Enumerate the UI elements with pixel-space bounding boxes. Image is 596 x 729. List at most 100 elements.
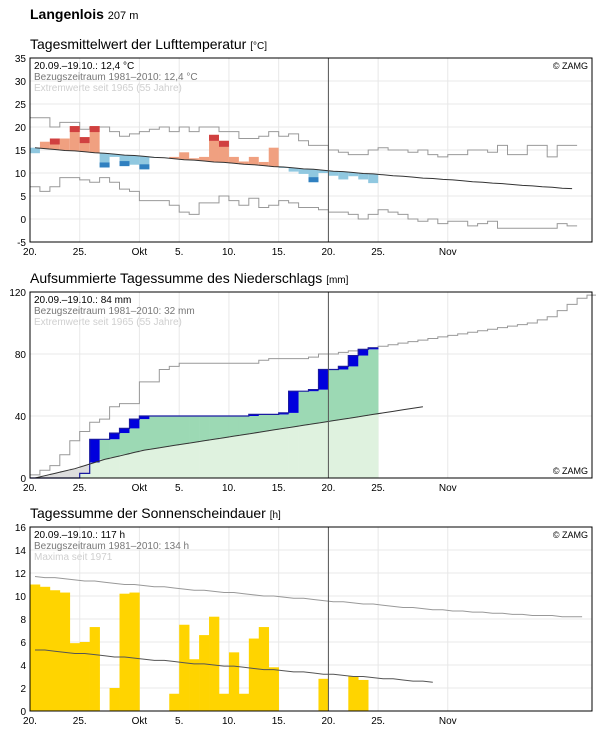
- precipitation-unit: [mm]: [326, 275, 349, 286]
- precip-daily-increase-bar: [338, 366, 349, 370]
- sun-ytick-label: 2: [20, 684, 26, 695]
- sun-xtick-label: Nov: [439, 716, 457, 727]
- precip-baseline-fill: [129, 452, 140, 478]
- precip-daily-increase-bar: [358, 349, 369, 356]
- precip-deficit-fill: [49, 473, 61, 478]
- sunshine-bar: [189, 659, 200, 711]
- precip-excess-fill: [368, 349, 379, 415]
- sunshine-bar: [318, 678, 329, 711]
- precip-daily-increase-bar: [308, 389, 319, 392]
- precip-xtick-label: Okt: [132, 483, 148, 494]
- precip-excess-fill: [119, 433, 130, 455]
- sunshine-bar: [89, 627, 100, 711]
- sun-ytick-label: 14: [15, 546, 27, 557]
- temp-ytick-label: 5: [20, 192, 26, 203]
- precip-excess-fill: [248, 416, 260, 434]
- precip-baseline-fill: [348, 417, 359, 478]
- precip-daily-increase-bar: [109, 433, 120, 440]
- precip-excess-fill: [109, 439, 120, 458]
- temp-warm-anomaly-bar: [248, 156, 259, 165]
- temp-xtick-label: 5.: [175, 247, 183, 258]
- precip-extreme-max-line: [30, 294, 596, 476]
- temp-warm-anomaly-bar: [228, 156, 239, 164]
- temp-ytick-label: 35: [15, 54, 27, 65]
- precip-baseline-fill: [368, 414, 379, 478]
- precip-ytick-label: 40: [15, 412, 27, 423]
- sun-xtick-label: 25.: [73, 716, 87, 727]
- temp-warm-anomaly-bar: [268, 147, 279, 167]
- temp-cold-anomaly-bar: [348, 172, 359, 177]
- precip-baseline-fill: [99, 459, 110, 478]
- precip-info-extremes: Extremwerte seit 1965 (55 Jahre): [34, 317, 182, 328]
- precip-daily-increase-bar: [129, 419, 140, 429]
- precip-baseline-fill: [288, 426, 299, 478]
- precip-baseline-fill: [169, 445, 180, 478]
- precip-excess-fill: [139, 419, 150, 451]
- precip-excess-fill: [358, 355, 369, 416]
- sun-ytick-label: 12: [15, 569, 27, 580]
- temp-ytick-label: 20: [15, 123, 27, 134]
- precip-excess-fill: [169, 416, 180, 446]
- precip-xtick-label: Nov: [439, 483, 457, 494]
- temp-cold-anomaly-bar: [368, 173, 379, 184]
- station-altitude: 207 m: [107, 10, 139, 22]
- sun-ytick-label: 6: [20, 638, 26, 649]
- precip-excess-fill: [129, 428, 140, 453]
- precip-daily-increase-bar: [348, 355, 359, 367]
- temp-ytick-label: 15: [15, 146, 27, 157]
- temp-ytick-label: -5: [17, 238, 26, 249]
- precip-xtick-label: 10.: [222, 483, 236, 494]
- sun-ytick-label: 16: [15, 523, 27, 534]
- temp-plot-frame: [29, 57, 593, 243]
- precip-copyright: © ZAMG: [553, 466, 588, 476]
- temp-normal-line: [34, 147, 573, 190]
- temp-xtick-label: 15.: [272, 247, 286, 258]
- sunshine-bar: [129, 592, 140, 711]
- sunshine-maxima-line: [34, 576, 583, 618]
- temp-warm-anomaly-bar: [59, 138, 70, 151]
- temp-xtick-label: 20.: [321, 247, 335, 258]
- temp-warm-extreme-cap: [209, 134, 219, 141]
- temp-xtick-label: 25.: [73, 247, 87, 258]
- temp-cold-anomaly-bar: [318, 170, 329, 173]
- precip-baseline-fill: [248, 433, 260, 478]
- sun-info-reference: Bezugszeitraum 1981–2010: 134 h: [34, 541, 189, 552]
- precip-info-reference: Bezugszeitraum 1981–2010: 32 mm: [34, 306, 195, 317]
- precip-ytick-label: 0: [20, 474, 26, 485]
- temperature-title-text: Tagesmittelwert der Lufttemperatur: [30, 36, 247, 52]
- precip-baseline-fill: [159, 447, 170, 478]
- temp-warm-anomaly-bar: [209, 134, 219, 162]
- precip-excess-fill: [159, 416, 170, 447]
- precip-normal-line: [34, 406, 423, 479]
- temp-ytick-label: 0: [20, 215, 26, 226]
- precip-baseline-fill: [199, 440, 210, 478]
- sunshine-bar: [79, 642, 90, 711]
- temp-cold-extreme-cap: [99, 162, 110, 168]
- precip-baseline-fill: [218, 437, 230, 478]
- precip-excess-fill: [348, 366, 359, 418]
- sun-ytick-label: 0: [20, 707, 26, 718]
- temp-cold-extreme-cap: [139, 164, 150, 170]
- temp-extreme-max-line: [30, 117, 578, 158]
- temp-cold-anomaly-bar: [328, 171, 339, 176]
- sunshine-bar: [169, 693, 180, 711]
- sunshine-bar: [358, 679, 369, 711]
- precip-xtick-label: 5.: [175, 483, 183, 494]
- temp-warm-anomaly-bar: [79, 137, 90, 152]
- temp-warm-extreme-cap: [79, 137, 90, 144]
- sunshine-bar: [119, 593, 130, 711]
- temp-cold-anomaly-bar: [308, 169, 319, 183]
- precip-excess-fill: [189, 416, 200, 443]
- precip-excess-fill: [328, 369, 339, 421]
- temp-xtick-label: 10.: [222, 247, 236, 258]
- precip-excess-fill: [199, 416, 210, 441]
- precip-baseline-fill: [189, 442, 200, 478]
- temp-warm-extreme-cap: [89, 126, 100, 133]
- temp-xtick-label: 20.: [23, 247, 37, 258]
- precip-daily-increase-bar: [89, 439, 100, 463]
- sun-xtick-label: 20.: [23, 716, 37, 727]
- precip-excess-fill: [209, 416, 220, 440]
- sunshine-bar: [348, 676, 359, 711]
- precipitation-title: Aufsummierte Tagessumme des Niederschlag…: [30, 270, 348, 286]
